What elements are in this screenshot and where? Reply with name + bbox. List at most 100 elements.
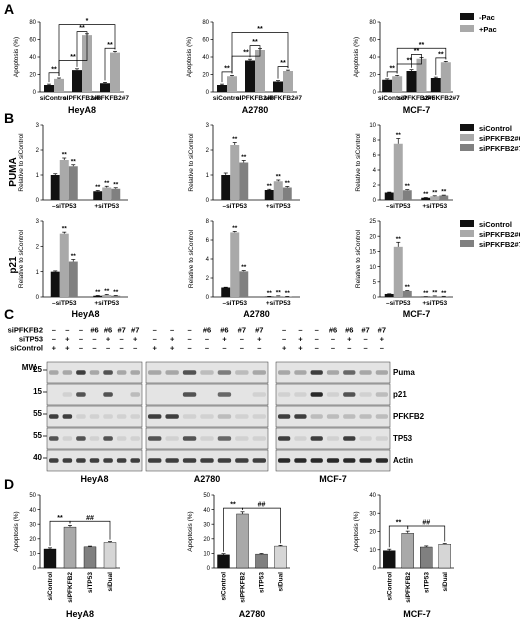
western-band-1-1-4 — [217, 392, 232, 397]
chart-b-puma-a2780-ylabel: Relative to siControl — [188, 133, 195, 192]
chart-b-p21-mcf-7-ytick-label-2: 10 — [369, 265, 376, 271]
chart-d-mcf-7-ylabel: Apoptosis (%) — [353, 511, 360, 551]
chart-a-a2780-ylabel: Apoptosis (%) — [186, 37, 193, 77]
western-band-0-3-5 — [116, 436, 127, 441]
chart-b-p21-heya8-bar-1-1 — [102, 294, 112, 297]
western-mark-1-2-3: – — [205, 344, 209, 353]
chart-b-puma-heya8-bar-0-2 — [68, 166, 78, 200]
chart-d-a2780-category-0: siControl — [221, 572, 228, 601]
chart-b-p21-a2780-star-1-1: ** — [276, 289, 282, 296]
western-band-label-0: Puma — [393, 368, 415, 377]
western-mark-0-0-3: #6 — [90, 326, 98, 335]
chart-a-mcf-7-bracket-4 — [396, 47, 447, 74]
western-mark-0-2-3: – — [92, 344, 96, 353]
chart-a-mcf-7-bar-1-1 — [416, 58, 427, 92]
western-mark-0-0-6: #7 — [131, 326, 139, 335]
chart-d-a2780-bracket-1 — [242, 507, 281, 544]
chart-b-p21-mcf-7-ytick-label-3: 15 — [369, 250, 376, 256]
western-band-0-1-4 — [103, 392, 113, 397]
chart-b-p21-a2780-ytick-label-1: 2 — [206, 276, 210, 282]
chart-d-mcf-7-cell-line: MCF-7 — [403, 609, 431, 619]
chart-b-p21-a2780-ytick-label-4: 8 — [206, 219, 210, 225]
chart-b-p21-mcf-7-bar-0-2 — [402, 290, 412, 297]
chart-b-p21-mcf-7-cell-line: MCF-7 — [403, 309, 431, 319]
chart-b-puma-a2780-ytick-label-0: 0 — [206, 198, 210, 204]
chart-b-puma-a2780-ytick-label-3: 3 — [206, 123, 210, 129]
western-band-2-2-4 — [343, 414, 356, 419]
chart-a-a2780-cell-line: A2780 — [242, 105, 269, 115]
chart-d-a2780-cell-line: A2780 — [239, 609, 266, 619]
chart-d-mcf-7-bracket-label-1: ## — [422, 520, 430, 527]
western-band-1-0-1 — [165, 370, 179, 375]
chart-b-p21-heya8-star-1-1: ** — [104, 288, 110, 295]
chart-d-heya8-bar-0 — [43, 548, 57, 569]
chart-d-heya8-cell-line: HeyA8 — [66, 609, 94, 619]
western-band-1-2-6 — [252, 414, 266, 419]
chart-b-puma-mcf-7-ytick-label-1: 2 — [373, 183, 377, 189]
chart-b-p21-a2780-bar-1-1 — [273, 296, 283, 297]
western-band-2-0-4 — [343, 370, 356, 375]
legend-a-label-1: +Pac — [479, 25, 497, 34]
chart-b-puma-a2780-bar-1-2 — [282, 187, 292, 200]
western-mark-1-2-1: + — [170, 344, 175, 353]
chart-a-mcf-7-ytick-label-4: 80 — [369, 20, 376, 26]
chart-b-puma-heya8-star-1-2: ** — [113, 181, 119, 188]
chart-a-mcf-7-ylabel: Apoptosis (%) — [353, 37, 360, 77]
chart-b-p21-mcf-7-bar-0-1 — [393, 246, 403, 297]
western-band-2-3-1 — [294, 436, 307, 441]
chart-b-p21-mcf-7-star-1-2: ** — [441, 290, 447, 297]
western-mark-2-2-5: – — [363, 344, 367, 353]
western-band-0-3-1 — [62, 436, 73, 441]
western-band-1-3-3 — [200, 436, 214, 441]
western-mark-0-1-4: + — [106, 335, 111, 344]
chart-b-puma-a2780-star-1-2: ** — [285, 180, 291, 187]
chart-b-p21-a2780-ytick-label-0: 0 — [206, 295, 210, 301]
western-mark-0-1-1: + — [65, 335, 70, 344]
western-band-0-3-4 — [103, 436, 113, 441]
chart-b-p21-heya8-category-1: +siTP53 — [94, 300, 119, 307]
legend-b-top-label-0: siControl — [479, 124, 512, 133]
chart-a-a2780-bracket-label-3: ** — [243, 50, 249, 57]
western-mark-0-0-1: – — [65, 326, 69, 335]
chart-d-mcf-7-category-2: siTP53 — [423, 572, 430, 593]
chart-b-puma-mcf-7-bar-1-2 — [439, 195, 449, 200]
legend-b-bottom-swatch-0 — [460, 220, 474, 227]
western-band-2-1-2 — [310, 392, 323, 397]
chart-b-puma-heya8-ytick-label-3: 3 — [36, 123, 40, 129]
western-mark-1-0-0: – — [153, 326, 157, 335]
chart-a-a2780-bar-0-0 — [217, 85, 227, 92]
western-mark-1-0-3: #6 — [203, 326, 211, 335]
chart-b-p21-mcf-7-ytick-label-0: 0 — [373, 295, 377, 301]
western-band-0-4-3 — [89, 458, 100, 463]
chart-b-puma-mcf-7-star-0-1: ** — [396, 132, 402, 139]
chart-b-p21-mcf-7-ytick-label-4: 20 — [369, 234, 376, 240]
legend-b-bottom: siControl siPFKFB2#6 siPFKFB2#7 — [460, 220, 520, 249]
chart-d-mcf-7-ytick-label-2: 20 — [369, 530, 376, 536]
western-band-0-1-1 — [62, 392, 73, 397]
western-mark-2-1-4: + — [347, 335, 352, 344]
western-mark-1-1-1: + — [170, 335, 175, 344]
western-mark-1-2-6: – — [257, 344, 261, 353]
chart-b-p21-mcf-7-star-0-1: ** — [396, 236, 402, 243]
chart-b-p21-heya8-bar-0-2 — [68, 261, 78, 297]
western-band-2-0-3 — [326, 370, 340, 375]
chart-a-heya8-category-2: siPFKFB2#7 — [91, 95, 129, 102]
western-band-label-3: TP53 — [393, 434, 413, 443]
western-mark-2-1-5: – — [363, 335, 367, 344]
chart-a-mcf-7-bracket-0 — [386, 71, 398, 77]
western-mark-1-0-2: – — [187, 326, 191, 335]
western-mw-3: 55 — [33, 431, 42, 440]
legend-b-bottom-label-1: siPFKFB2#6 — [479, 230, 520, 239]
chart-d-a2780-bar-0 — [217, 554, 230, 569]
chart-b-puma-mcf-7-bar-1-0 — [421, 197, 431, 200]
western-row-label-1: siTP53 — [19, 335, 43, 344]
western-band-2-3-4 — [343, 436, 356, 441]
chart-a-heya8-bar-1-0 — [72, 70, 82, 92]
western-band-1-0-2 — [182, 370, 197, 375]
chart-d-heya8-ytick-label-0: 0 — [33, 566, 37, 572]
western-band-1-3-6 — [252, 436, 266, 441]
western-band-1-2-4 — [217, 414, 232, 419]
